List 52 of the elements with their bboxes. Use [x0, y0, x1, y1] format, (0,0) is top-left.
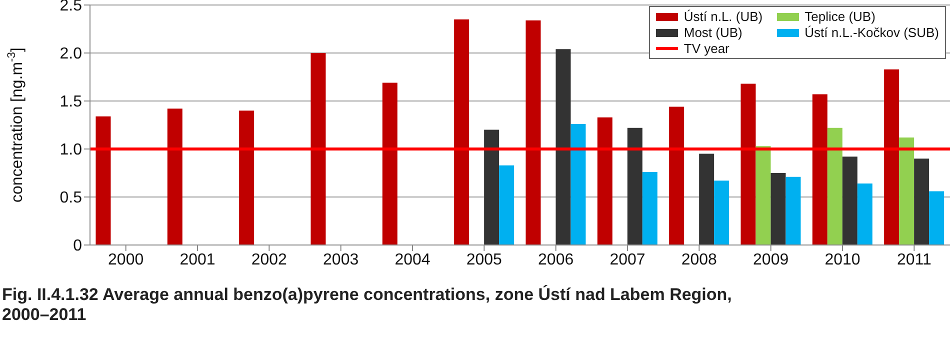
bar [96, 116, 111, 245]
bar [627, 128, 642, 245]
bar [786, 176, 801, 245]
x-tick-label: 2011 [896, 251, 932, 268]
bar [770, 173, 786, 245]
legend-label: Ústí n.L. (UB) [684, 9, 763, 24]
bar [642, 172, 658, 245]
x-tick-label: 2006 [538, 251, 574, 268]
legend-label: TV year [684, 41, 730, 56]
bar [827, 128, 842, 245]
y-tick-label: 2.0 [60, 46, 82, 63]
x-tick-label: 2008 [681, 251, 718, 268]
x-tick-label: 2003 [323, 251, 359, 268]
x-tick-label: 2005 [466, 251, 502, 268]
bar [382, 82, 398, 245]
x-tick-label: 2009 [753, 251, 789, 268]
bar [669, 106, 684, 245]
y-tick-label: 0 [73, 238, 82, 255]
legend-label: Most (UB) [684, 25, 742, 40]
legend-label: Ústí n.L.-Kočkov (SUB) [804, 25, 939, 40]
bar [484, 130, 500, 245]
bar [914, 158, 930, 245]
bar [499, 165, 514, 245]
text: Fig. II.4.1.32 Average annual benzo(a)pyrene concentrations, zone Ústí nad Labem Region, 2000–2011 [2, 285, 733, 325]
bar [570, 124, 586, 245]
y-tick-label: 0.5 [60, 190, 82, 207]
bar [454, 19, 470, 245]
x-tick-label: 2010 [824, 251, 860, 268]
bar [857, 184, 872, 245]
bar [526, 20, 541, 245]
bar [756, 146, 771, 245]
x-tick-label: 2000 [108, 251, 144, 268]
bar [556, 49, 571, 245]
x-tick-label: 2001 [180, 251, 216, 268]
bar [239, 110, 254, 245]
bar [714, 180, 730, 245]
bar [842, 156, 858, 245]
bar [699, 154, 714, 245]
bar [310, 53, 326, 245]
bar [597, 117, 612, 245]
x-tick-label: 2002 [251, 251, 288, 268]
y-tick-label: 1.0 [60, 142, 82, 159]
legend-label: Teplice (UB) [804, 9, 876, 24]
x-tick-label: 2004 [394, 251, 430, 268]
bar [899, 137, 914, 245]
bar [812, 94, 828, 245]
x-tick-label: 2007 [610, 251, 646, 268]
y-tick-label: 1.5 [60, 94, 82, 111]
bar [929, 191, 944, 245]
bar [167, 108, 182, 245]
bar [740, 84, 756, 245]
bar [884, 69, 900, 245]
